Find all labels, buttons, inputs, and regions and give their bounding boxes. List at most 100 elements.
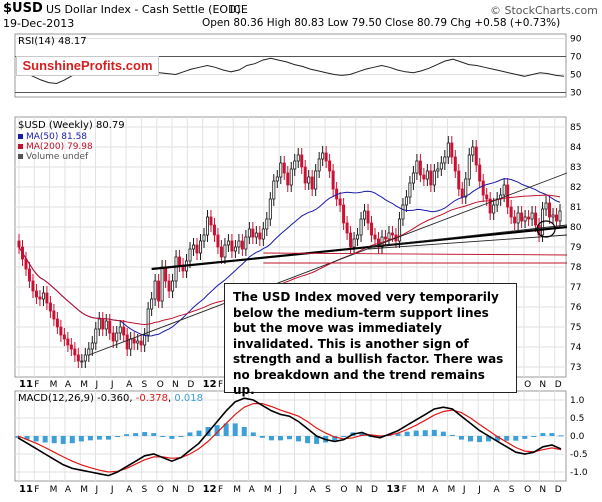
- price-candle: [90, 342, 94, 350]
- price-candle: [143, 334, 147, 346]
- price-candle: [300, 154, 304, 168]
- price-candle: [352, 238, 356, 248]
- macd-histogram-bar: [169, 436, 175, 439]
- price-candle: [439, 162, 443, 170]
- price-candle: [481, 180, 485, 196]
- price-x-tick-label: A: [126, 380, 133, 390]
- price-y-tick-label: 77: [570, 283, 581, 293]
- chart-symbol: $USD: [3, 1, 43, 16]
- price-candle: [324, 152, 328, 162]
- price-y-tick-label: 84: [570, 143, 582, 153]
- macd-histogram-bar: [78, 436, 84, 442]
- macd-histogram-bar: [87, 436, 93, 441]
- price-candle: [478, 164, 482, 182]
- price-candle: [122, 326, 126, 336]
- macd-x-tick-label: A: [310, 485, 317, 495]
- price-candle: [73, 348, 77, 356]
- price-candle: [446, 142, 450, 158]
- macd-histogram-bar: [422, 430, 428, 436]
- price-candle: [551, 214, 555, 218]
- price-candle: [275, 176, 279, 182]
- price-candle: [198, 240, 202, 254]
- macd-histogram-bar: [15, 436, 21, 438]
- price-candle: [136, 340, 140, 344]
- quote-line: Open 80.36 High 80.83 Low 79.50 Close 80…: [202, 17, 561, 29]
- macd-x-tick-label: S: [141, 485, 147, 495]
- price-candle: [436, 168, 440, 172]
- price-candle: [48, 302, 52, 312]
- price-candle: [558, 210, 562, 222]
- support-line-3: [368, 234, 568, 250]
- price-candle: [342, 204, 346, 224]
- price-candle: [209, 216, 213, 226]
- price-candle: [349, 232, 353, 248]
- macd-x-tick-label: O: [524, 485, 531, 495]
- price-candle: [254, 232, 258, 238]
- price-candle: [467, 154, 471, 180]
- price-candle: [293, 160, 297, 170]
- price-candle: [453, 156, 457, 172]
- macd-x-tick-label: F: [402, 485, 407, 495]
- macd-histogram-bar: [522, 436, 528, 439]
- legend-swatch: [18, 134, 23, 139]
- legend-swatch: [18, 154, 23, 159]
- macd-histogram-bar: [250, 432, 256, 436]
- price-candle: [310, 176, 314, 190]
- price-candle: [534, 212, 538, 226]
- price-candle: [251, 228, 255, 238]
- macd-x-tick-label: D: [555, 485, 562, 495]
- price-candle: [150, 298, 154, 310]
- price-y-tick-label: 81: [570, 203, 581, 213]
- macd-x-tick-label: 11: [19, 484, 33, 495]
- macd-histogram-bar: [549, 433, 555, 436]
- price-candle: [460, 188, 464, 198]
- price-candle: [188, 248, 192, 262]
- macd-x-tick-label: A: [65, 485, 72, 495]
- price-candle: [523, 216, 527, 222]
- price-candle: [146, 308, 150, 336]
- macd-line: [17, 397, 562, 477]
- price-candle: [390, 232, 394, 236]
- rsi-y-tick-label: 90: [570, 35, 582, 45]
- macd-x-tick-label: 12: [203, 484, 217, 495]
- macd-x-tick-label: A: [493, 485, 500, 495]
- macd-histogram-bar: [531, 436, 537, 437]
- macd-x-tick-label: M: [417, 485, 425, 495]
- price-candle: [244, 236, 248, 250]
- macd-histogram-bar: [504, 436, 510, 441]
- price-candle: [457, 170, 461, 190]
- price-candle: [314, 170, 318, 190]
- horizontal-line-red-1: [263, 252, 567, 256]
- price-candle: [83, 354, 87, 362]
- macd-histogram-bar: [115, 436, 121, 437]
- price-x-tick-label: F: [218, 380, 223, 390]
- macd-histogram-bar: [314, 436, 320, 444]
- price-candle: [76, 354, 80, 362]
- macd-y-tick-label: -1.0: [570, 468, 588, 478]
- price-y-tick-label: 80: [570, 223, 582, 233]
- price-candle: [226, 240, 230, 246]
- price-x-tick-label: N: [172, 380, 179, 390]
- legend-swatch: [18, 144, 23, 149]
- price-x-tick-label: F: [34, 380, 39, 390]
- price-candle: [359, 218, 363, 236]
- price-candle: [66, 338, 70, 346]
- macd-histogram-bar: [477, 436, 483, 443]
- price-x-tick-label: J: [95, 380, 99, 390]
- macd-histogram-bar: [232, 423, 238, 436]
- macd-histogram-bar: [395, 433, 401, 436]
- price-candle: [265, 218, 269, 230]
- support-line-2: [367, 224, 568, 248]
- macd-label-part: 0.018: [174, 393, 203, 404]
- macd-x-tick-label: M: [80, 485, 88, 495]
- macd-histogram-bar: [196, 430, 202, 436]
- price-candle: [125, 334, 129, 350]
- price-candle: [331, 170, 335, 190]
- price-candle: [157, 280, 161, 302]
- price-candle: [317, 158, 321, 172]
- macd-x-tick-label: J: [95, 485, 99, 495]
- price-candle: [345, 222, 349, 234]
- price-x-tick-label: M: [50, 380, 58, 390]
- macd-x-tick-label: M: [50, 485, 58, 495]
- macd-histogram-bar: [277, 436, 283, 441]
